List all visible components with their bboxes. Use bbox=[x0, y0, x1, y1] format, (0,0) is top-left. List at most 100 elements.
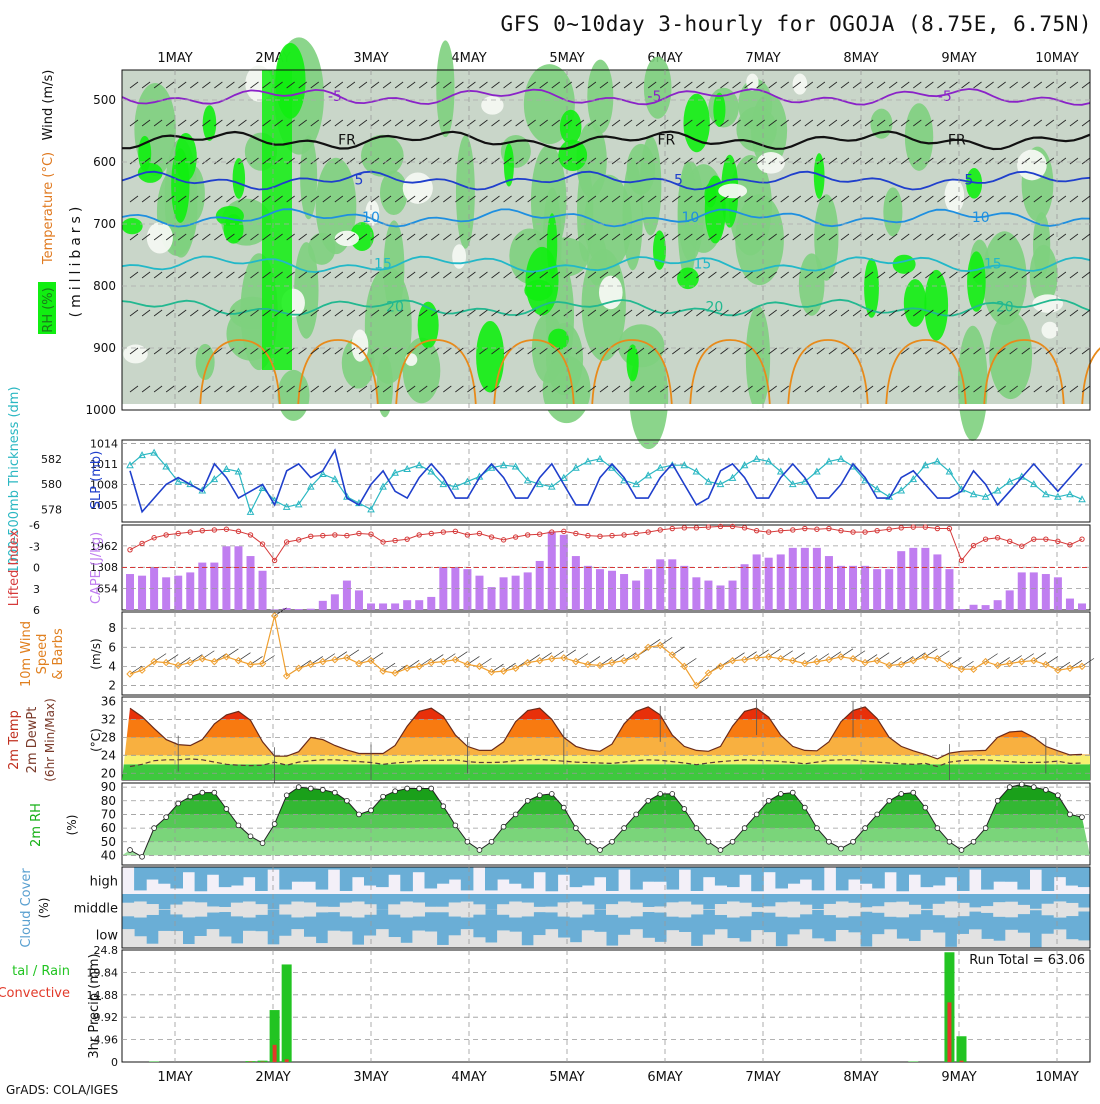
cape-bar bbox=[247, 556, 255, 610]
cloud-middle-cell bbox=[630, 903, 643, 917]
cloud-middle-cell bbox=[437, 907, 450, 913]
cloud-middle-cell bbox=[243, 901, 256, 917]
cloud-middle-cell bbox=[1017, 905, 1030, 914]
y-tick-thickness-582: 582 bbox=[41, 453, 62, 466]
cloud-high-cell bbox=[485, 867, 498, 890]
cloud-low-cell bbox=[485, 942, 498, 948]
cloud-low-cell bbox=[473, 937, 486, 948]
cloud-middle-cell bbox=[582, 904, 595, 914]
cape-bar bbox=[391, 603, 399, 610]
cloud-high-cell bbox=[134, 867, 147, 890]
x-tick-bottom-6MAY: 6MAY bbox=[647, 1070, 682, 1085]
cloud-middle-cell bbox=[1005, 902, 1018, 918]
cape-bar bbox=[596, 569, 604, 610]
temp2m-ylabel-1: 2m Temp bbox=[7, 710, 22, 770]
rh2m-point bbox=[766, 798, 771, 803]
cloud-high-cell bbox=[255, 867, 268, 891]
cape-bar bbox=[536, 561, 544, 610]
cloud-low-cell bbox=[158, 931, 171, 948]
x-tick-top-7MAY: 7MAY bbox=[745, 51, 780, 66]
cloud-high-cell bbox=[1054, 867, 1067, 877]
cloud-low-cell bbox=[981, 939, 994, 948]
cloud-low-cell bbox=[255, 931, 268, 948]
cloud-middle-cell bbox=[231, 903, 244, 917]
cape-bar bbox=[210, 563, 218, 610]
rh-region bbox=[883, 187, 902, 236]
cloud-middle-cell bbox=[158, 909, 171, 910]
y-tick-rh-70: 70 bbox=[101, 807, 116, 821]
cloud-high-cell bbox=[981, 867, 994, 890]
cape-bar bbox=[1042, 574, 1050, 610]
rh2m-point bbox=[899, 792, 904, 797]
rh2m-point bbox=[983, 826, 988, 831]
cloud-middle-cell bbox=[352, 902, 365, 918]
cloud-high-cell bbox=[388, 867, 401, 875]
cloud-high-cell bbox=[872, 867, 885, 888]
rh2m-point bbox=[754, 812, 759, 817]
cloud-middle-cell bbox=[872, 906, 885, 913]
cloud-high-cell bbox=[703, 867, 716, 877]
surface-strip bbox=[122, 404, 1090, 410]
precip-convective-bar bbox=[285, 1059, 289, 1062]
temp2m-ylabel-3: (6hr Min/Max) bbox=[43, 698, 57, 782]
cloud-middle-cell bbox=[1042, 904, 1055, 916]
cloud-middle-cell bbox=[170, 905, 183, 915]
cape-bar bbox=[921, 548, 929, 610]
slp-thickness-frame bbox=[122, 440, 1090, 522]
cloud-low-cell bbox=[461, 929, 474, 948]
y-tick-li-0: 0 bbox=[33, 562, 40, 575]
wind10m-ylabel-2: Speed bbox=[35, 634, 50, 675]
cloud-middle-cell bbox=[255, 904, 268, 915]
x-tick-top-9MAY: 9MAY bbox=[941, 51, 976, 66]
rh-region-high bbox=[122, 218, 143, 234]
cape-bar bbox=[1066, 599, 1074, 610]
x-tick-bottom-8MAY: 8MAY bbox=[843, 1070, 878, 1085]
rh2m-point bbox=[610, 839, 615, 844]
cloud-high-cell bbox=[146, 867, 159, 880]
cloud-low-cell bbox=[195, 936, 208, 948]
y-tick-mb-500: 500 bbox=[93, 93, 116, 107]
rh2m-point bbox=[429, 786, 434, 791]
cloud-low-cell bbox=[582, 930, 595, 948]
cloud-middle-cell bbox=[521, 903, 534, 917]
temp-band bbox=[122, 719, 1090, 737]
precip-legend-convective: Convective bbox=[0, 986, 70, 1001]
cloud-low-cell bbox=[788, 934, 801, 948]
cloud-low-cell bbox=[291, 929, 304, 948]
cloud-low-cell bbox=[824, 941, 837, 948]
rh2m-point bbox=[935, 826, 940, 831]
cloud-low-cell bbox=[412, 931, 425, 948]
cloud-low-cell bbox=[896, 939, 909, 948]
cloud-high-cell bbox=[884, 867, 897, 872]
cloud-high-cell bbox=[340, 867, 353, 891]
rh-region-high bbox=[558, 140, 587, 171]
cloud-middle-cell bbox=[751, 907, 764, 912]
cloud-low-cell bbox=[679, 932, 692, 948]
cloud-high-cell bbox=[739, 867, 752, 875]
cloud-middle-cell bbox=[993, 902, 1006, 917]
cloud-high-cell bbox=[1066, 867, 1079, 886]
cloud-high-cell bbox=[836, 867, 849, 890]
cape-ylabel: CAPE (J/kg) bbox=[89, 532, 104, 604]
rh2m-point bbox=[851, 839, 856, 844]
cloud-middle-cell bbox=[703, 909, 716, 910]
cloud-low-cell bbox=[388, 937, 401, 948]
cape-bar bbox=[825, 556, 833, 610]
cloud-low-cell bbox=[304, 937, 317, 948]
cloud-high-cell bbox=[509, 867, 522, 884]
cloud-low-cell bbox=[727, 938, 740, 948]
cloud-middle-cell bbox=[546, 907, 559, 913]
cloud-high-cell bbox=[933, 867, 946, 885]
cloud-middle-cell bbox=[558, 902, 571, 916]
cloud-high-cell bbox=[364, 867, 377, 886]
rh2m-point bbox=[778, 792, 783, 797]
isotherm-label-FR-1: FR bbox=[658, 132, 676, 148]
rh-region-high bbox=[203, 105, 217, 141]
cloud-middle-cell bbox=[195, 902, 208, 916]
cloud-middle-cell bbox=[533, 907, 546, 912]
cape-bar bbox=[692, 577, 700, 610]
cloud-low-cell bbox=[376, 929, 389, 948]
rh2m-point bbox=[441, 804, 446, 809]
y-tick-li-6: 6 bbox=[33, 604, 40, 617]
cloud-low-cell bbox=[763, 932, 776, 948]
